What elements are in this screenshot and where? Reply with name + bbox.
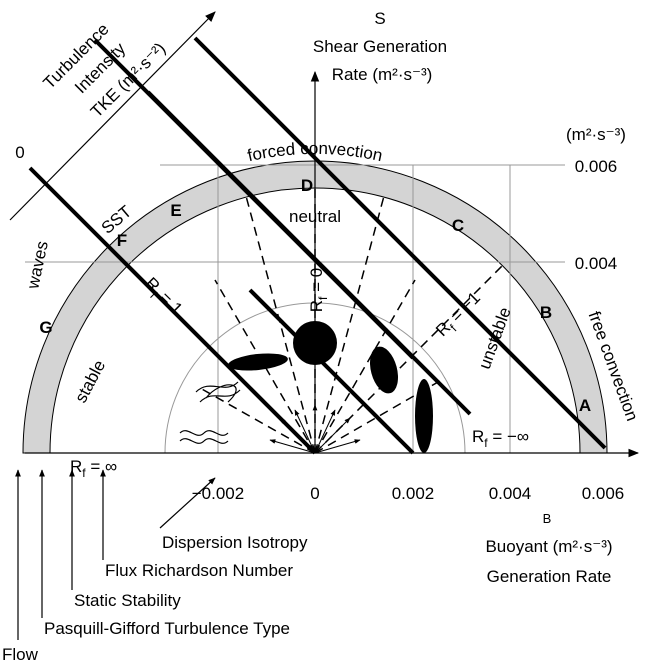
- region-label: unstable: [475, 305, 515, 372]
- shear-label: Rate (m²·s⁻³): [332, 65, 433, 84]
- label-part: R: [307, 300, 326, 312]
- shape: [180, 431, 228, 444]
- x-tick-label: 0.002: [392, 484, 435, 503]
- y-tick-label: 0.004: [575, 254, 618, 273]
- shape: [195, 38, 605, 448]
- y-tick-label: 0.006: [575, 157, 618, 176]
- legend-label: Pasquill-Gifford Turbulence Type: [44, 619, 290, 638]
- type-letter: B: [540, 303, 552, 322]
- x-tick-label: 0: [310, 484, 319, 503]
- rf-label: Rf = 0: [307, 268, 330, 312]
- rf-label: Rf = −∞: [472, 427, 529, 450]
- legend-label: Flux Richardson Number: [105, 561, 293, 580]
- x-tick-label: −0.002: [192, 484, 244, 503]
- rf-label: Rf = 1: [139, 274, 187, 322]
- shape: [227, 351, 288, 373]
- label-part: = ∞: [86, 457, 118, 476]
- shear-label: Shear Generation: [313, 37, 447, 56]
- type-letter: D: [301, 176, 313, 195]
- legend-label: Flow: [2, 645, 39, 663]
- label-part: = −∞: [488, 427, 529, 446]
- region-label: neutral: [289, 207, 341, 226]
- legend-label: Dispersion Isotropy: [162, 533, 308, 552]
- type-letter: A: [579, 396, 591, 415]
- x-tick-label: 0.004: [489, 484, 532, 503]
- type-letter: C: [452, 216, 464, 235]
- buoyant-symbol: B: [543, 511, 552, 526]
- region-label: waves: [23, 239, 52, 291]
- type-letter: E: [170, 201, 181, 220]
- region-label: stable: [71, 357, 109, 406]
- y-unit: (m²·s⁻³): [566, 125, 626, 144]
- buoyant-label: Buoyant (m²·s⁻³): [485, 537, 612, 556]
- type-letter: F: [117, 231, 127, 250]
- rf-label: Rf = −1: [432, 288, 487, 343]
- shear-symbol: S: [374, 9, 385, 28]
- shape: [315, 280, 415, 453]
- type-letter: G: [39, 318, 52, 337]
- shape: [365, 343, 403, 396]
- label-part: = 0: [307, 268, 326, 297]
- legend-label: Static Stability: [74, 591, 181, 610]
- label-part: R: [70, 457, 82, 476]
- rf-label: Rf = ∞: [70, 457, 117, 480]
- buoyant-label: Generation Rate: [487, 567, 612, 586]
- tke-zero: 0: [15, 143, 24, 162]
- shape: [415, 379, 433, 453]
- diagram: S Shear Generation Rate (m²·s⁻³) (m²·s⁻³…: [0, 0, 652, 663]
- label-part: R: [472, 427, 484, 446]
- x-tick-label: 0.006: [582, 484, 625, 503]
